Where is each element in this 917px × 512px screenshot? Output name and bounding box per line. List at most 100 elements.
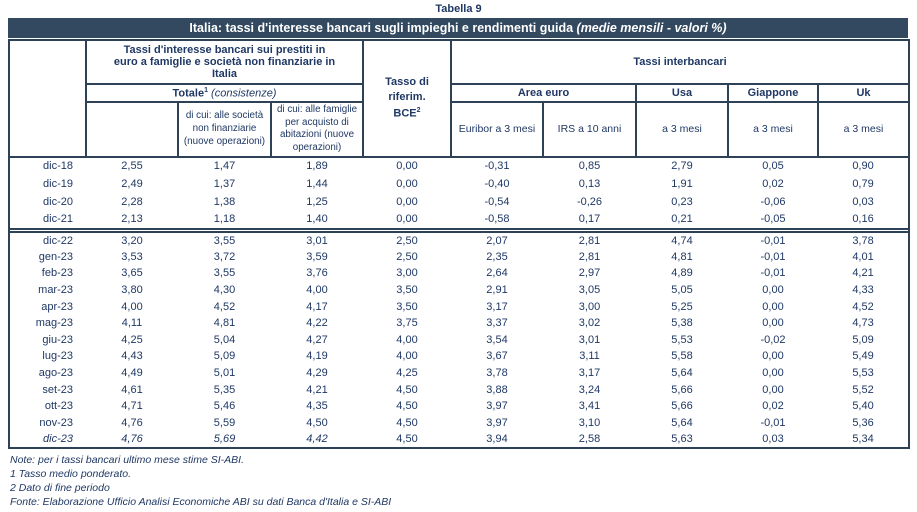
cell-value: 5,04 — [213, 333, 236, 346]
cell-value: 3,97 — [486, 416, 508, 429]
cell-value: 0,03 — [762, 432, 784, 445]
cell-value: 3,55 — [213, 234, 236, 247]
cell-value: 4,00 — [396, 333, 418, 346]
cell-value: -0,01 — [760, 267, 786, 280]
cell-value: 4,76 — [121, 432, 143, 445]
cell-value: 4,42 — [306, 432, 328, 445]
cell-value: 1,37 — [213, 177, 236, 190]
cell-value: 3,11 — [579, 350, 600, 363]
header-uk: Uk — [816, 83, 911, 103]
cell-value: 1,40 — [306, 213, 328, 226]
row-label: lug-23 — [8, 348, 86, 365]
cell-value: 0,00 — [396, 160, 418, 173]
cell-value: 4,43 — [121, 350, 143, 363]
table-title-subtext: (medie mensili - valori %) — [576, 21, 727, 35]
cell-value: 3,80 — [121, 284, 143, 297]
footnotes: Note: per i tassi bancari ultimo mese st… — [10, 453, 917, 509]
header-subcol-famiglie: di cui: alle famiglie per acquisto di ab… — [270, 101, 364, 158]
cell-value: 3,67 — [486, 350, 508, 363]
cell-value: 5,64 — [671, 366, 693, 379]
cell-value: 0,13 — [578, 177, 601, 190]
header-totale-label: Totale — [172, 87, 205, 100]
cell-value: 1,38 — [213, 195, 236, 208]
cell-value: 4,35 — [306, 400, 328, 413]
cell-value: 2,97 — [578, 267, 601, 280]
row-label: ago-23 — [8, 364, 86, 382]
cell-value: -0,02 — [760, 333, 786, 346]
cell-value: 3,20 — [121, 234, 143, 247]
cell-value: 2,81 — [578, 234, 601, 247]
cell-value: 4,76 — [121, 416, 143, 429]
cell-value: 4,22 — [306, 317, 328, 330]
group-separator — [7, 227, 911, 233]
cell-value: 0,00 — [762, 300, 784, 313]
cell-value: 5,01 — [213, 366, 236, 379]
cell-value: 4,01 — [818, 248, 911, 266]
cell-value: 5,36 — [818, 414, 911, 432]
cell-value: 0,00 — [762, 366, 784, 379]
cell-value: 0,00 — [396, 177, 418, 190]
cell-value: 0,02 — [762, 177, 784, 190]
cell-value: 4,00 — [396, 350, 418, 363]
cell-value: 4,52 — [213, 300, 236, 313]
cell-value: 4,25 — [396, 366, 418, 379]
cell-value: 1,47 — [213, 160, 236, 173]
footnote-1: 1 Tasso medio ponderato. — [10, 467, 132, 480]
cell-value: 2,50 — [396, 234, 418, 247]
table-row: nov-23 4,76 5,59 4,50 4,50 3,97 3,10 5,64 -0,01 5… — [8, 414, 911, 432]
cell-value: 0,00 — [396, 195, 418, 208]
table-row: ott-23 4,71 5,46 4,35 4,50 3,97 3,41 5,66 0,02 5,… — [8, 397, 911, 415]
cell-value: 4,29 — [306, 366, 328, 379]
row-label: apr-23 — [8, 298, 86, 315]
cell-value: 4,81 — [671, 250, 693, 263]
cell-value: 0,23 — [671, 195, 693, 208]
header-usa: Usa — [635, 83, 729, 103]
cell-value: 4,81 — [213, 317, 236, 330]
cell-value: 0,02 — [762, 400, 784, 413]
cell-value: 4,61 — [121, 383, 143, 396]
header-euribor: Euribor a 3 mesi — [450, 101, 544, 158]
cell-value: 3,00 — [396, 267, 418, 280]
cell-value: 0,00 — [762, 284, 784, 297]
cell-value: 4,50 — [396, 383, 418, 396]
cell-value: 5,52 — [818, 381, 911, 398]
cell-value: 4,17 — [306, 300, 328, 313]
cell-value: 5,59 — [213, 416, 236, 429]
header-usa-3m: a 3 mesi — [635, 101, 729, 158]
cell-value: 0,03 — [818, 192, 911, 211]
table-row: dic-20 2,28 1,38 1,25 0,00 -0,54 -0,26 0,23 -0,0… — [8, 192, 911, 211]
cell-value: 5,05 — [671, 284, 693, 297]
row-label: gen-23 — [8, 248, 86, 266]
cell-value: 0,85 — [578, 160, 601, 173]
cell-value: 4,50 — [396, 432, 418, 445]
cell-value: -0,05 — [760, 213, 786, 226]
source-line: Fonte: Elaborazione Ufficio Analisi Econ… — [10, 495, 392, 508]
table-row: ago-23 4,49 5,01 4,29 4,25 3,78 3,17 5,64 0,00 5,… — [8, 364, 911, 382]
cell-value: 5,25 — [671, 300, 693, 313]
cell-value: -0,26 — [576, 195, 603, 208]
table-header: Tassi d'interesse bancari sui prestiti i… — [8, 39, 911, 158]
cell-value: 4,27 — [306, 333, 328, 346]
cell-value: 5,64 — [671, 416, 693, 429]
header-loans-group: Tassi d'interesse bancari sui prestiti i… — [85, 39, 364, 85]
cell-value: 3,78 — [486, 366, 508, 379]
note-line: Note: per i tassi bancari ultimo mese st… — [10, 453, 244, 466]
table-row: mar-23 3,80 4,30 4,00 3,50 2,91 3,05 5,05 0,00 4,… — [8, 281, 911, 299]
cell-value: 5,69 — [213, 432, 236, 445]
row-label: nov-23 — [8, 414, 86, 432]
cell-value: 3,72 — [213, 250, 236, 263]
cell-value: 5,53 — [671, 333, 693, 346]
cell-value: 2,81 — [578, 250, 601, 263]
cell-value: 3,01 — [578, 333, 601, 346]
rows-monthly: dic-22 3,20 3,55 3,01 2,50 2,07 2,81 4,74 -0,01 3… — [8, 231, 911, 448]
cell-value: 0,79 — [818, 174, 911, 193]
header-bce-line1: Tasso di riferim. — [385, 76, 429, 104]
cell-value: 1,44 — [306, 177, 328, 190]
cell-value: 5,53 — [818, 364, 911, 382]
row-label: dic-18 — [8, 156, 86, 175]
cell-value: 3,94 — [486, 432, 508, 445]
cell-value: 3,53 — [121, 250, 143, 263]
cell-value: 0,16 — [818, 210, 911, 229]
row-label: dic-19 — [8, 174, 86, 193]
